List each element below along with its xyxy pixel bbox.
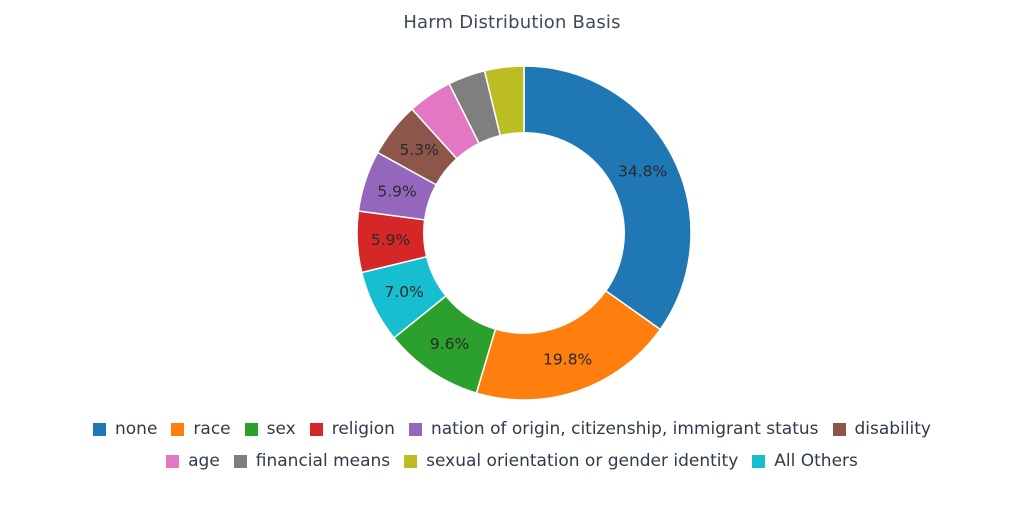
- legend-label: financial means: [255, 451, 391, 471]
- legend-swatch: [752, 454, 766, 468]
- legend-swatch: [832, 422, 846, 436]
- legend-swatch: [166, 454, 180, 468]
- slice-race[interactable]: [475, 289, 662, 401]
- legend-item[interactable]: disability: [832, 419, 931, 439]
- legend-item[interactable]: race: [171, 419, 231, 439]
- legend-label: sexual orientation or gender identity: [426, 451, 739, 471]
- legend-label: All Others: [774, 451, 858, 471]
- slice-sexual-orientation-or-gender-identity[interactable]: [483, 65, 525, 137]
- slice-value-label: 5.9%: [377, 182, 416, 200]
- legend-item[interactable]: nation of origin, citizenship, immigrant…: [408, 419, 819, 439]
- legend-swatch: [233, 454, 247, 468]
- legend-swatch: [244, 422, 258, 436]
- slice-value-label: 5.3%: [400, 141, 439, 159]
- legend-label: age: [188, 451, 220, 471]
- legend-label: disability: [854, 419, 931, 439]
- slice-value-label: 19.8%: [543, 350, 592, 368]
- legend-swatch: [404, 454, 418, 468]
- legend-item[interactable]: religion: [309, 419, 395, 439]
- slice-value-label: 34.8%: [618, 163, 667, 181]
- legend-swatch: [408, 422, 422, 436]
- legend-item[interactable]: financial means: [233, 451, 391, 471]
- legend-row: age financial means sexual orientation or …: [0, 446, 1024, 476]
- legend-item[interactable]: age: [166, 451, 220, 471]
- legend-row: none race sex religion nation of origin, cit…: [0, 414, 1024, 444]
- legend-item[interactable]: sexual orientation or gender identity: [404, 451, 738, 471]
- legend-label: nation of origin, citizenship, immigrant…: [430, 419, 819, 439]
- legend-label: sex: [266, 419, 296, 439]
- legend-swatch: [93, 422, 106, 436]
- slice-none[interactable]: [523, 65, 692, 331]
- legend-item[interactable]: sex: [244, 419, 296, 439]
- donut-chart: 34.8% 19.8% 9.6% 7.0% 5.9% 5.9% 5.3%: [356, 65, 692, 401]
- legend: none race sex religion nation of origin, cit…: [0, 414, 1024, 478]
- legend-item[interactable]: none: [93, 419, 157, 439]
- legend-label: race: [193, 419, 231, 439]
- slice-value-label: 7.0%: [385, 283, 424, 301]
- slice-value-label: 5.9%: [371, 231, 410, 249]
- legend-label: none: [115, 419, 158, 439]
- legend-swatch: [309, 422, 323, 436]
- slice-value-label: 9.6%: [430, 335, 469, 353]
- chart-title: Harm Distribution Basis: [403, 12, 621, 33]
- legend-label: religion: [331, 419, 395, 439]
- legend-swatch: [171, 422, 185, 436]
- legend-item[interactable]: All Others: [752, 451, 858, 471]
